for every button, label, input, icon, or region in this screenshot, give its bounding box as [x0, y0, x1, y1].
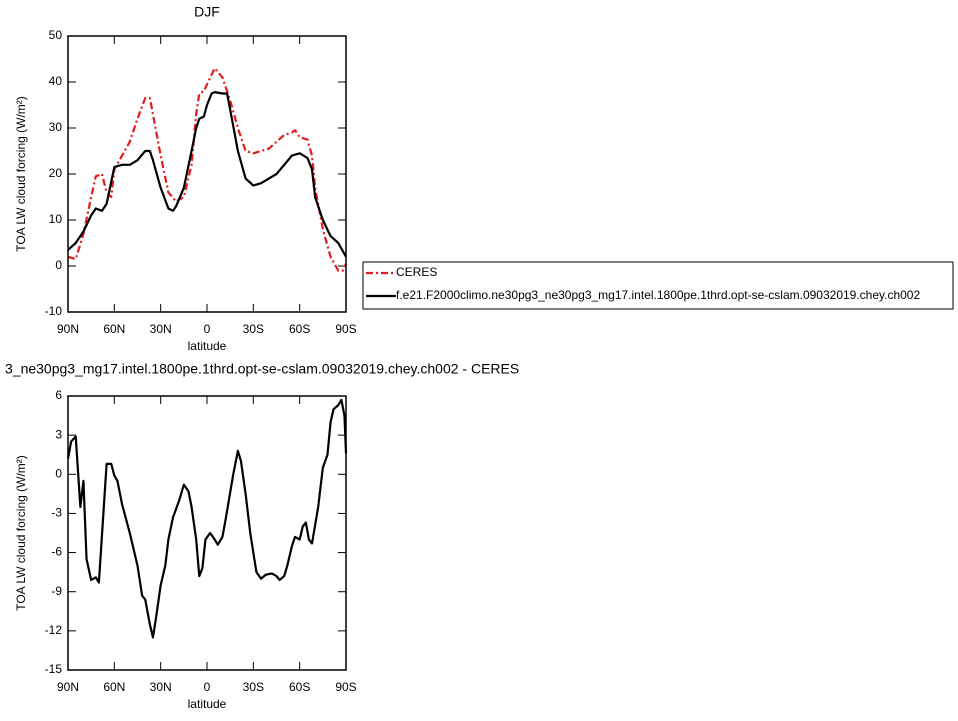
x-tick-label: 60N: [103, 680, 125, 694]
y-axis-label: TOA LW cloud forcing (W/m²): [14, 96, 28, 252]
x-tick-label: 30S: [243, 680, 264, 694]
x-tick-label: 60S: [289, 680, 310, 694]
chart-title: 3_ne30pg3_mg17.intel.1800pe.1thrd.opt-se…: [5, 361, 519, 377]
y-tick-label: 0: [55, 466, 62, 480]
y-axis-label: TOA LW cloud forcing (W/m²): [14, 455, 28, 611]
y-tick-label: 30: [49, 120, 63, 134]
y-tick-label: 3: [55, 427, 62, 441]
y-tick-label: -3: [51, 506, 62, 520]
plot-frame: [67, 395, 347, 671]
legend-label: f.e21.F2000climo.ne30pg3_ne30pg3_mg17.in…: [396, 288, 920, 302]
data-line: [67, 67, 348, 272]
x-tick-label: 0: [204, 680, 211, 694]
x-tick-label: 30N: [150, 322, 172, 336]
x-tick-label: 90S: [335, 680, 356, 694]
x-tick-label: 90N: [57, 680, 79, 694]
y-tick-label: 20: [49, 166, 63, 180]
y-tick-label: 10: [49, 212, 63, 226]
x-tick-label: 0: [204, 322, 211, 336]
x-tick-label: 90S: [335, 322, 356, 336]
y-tick-label: -9: [51, 584, 62, 598]
x-tick-label: 60N: [103, 322, 125, 336]
y-tick-label: -10: [45, 304, 63, 318]
y-tick-label: -15: [45, 662, 63, 676]
y-tick-label: 50: [49, 28, 63, 42]
y-tick-label: -6: [51, 545, 62, 559]
legend-box: [362, 261, 954, 310]
legend-label: CERES: [396, 265, 437, 279]
chart-title: DJF: [194, 4, 220, 20]
y-tick-label: 6: [55, 388, 62, 402]
plot-frame: [67, 35, 347, 313]
y-tick-label: -12: [45, 623, 63, 637]
x-tick-label: 60S: [289, 322, 310, 336]
y-tick-label: 40: [49, 74, 63, 88]
data-line: [67, 91, 347, 258]
x-tick-label: 30N: [150, 680, 172, 694]
x-axis-label: latitude: [188, 697, 227, 711]
x-tick-label: 90N: [57, 322, 79, 336]
x-tick-label: 30S: [243, 322, 264, 336]
data-line: [66, 398, 348, 639]
x-axis-label: latitude: [188, 339, 227, 353]
y-tick-label: 0: [55, 258, 62, 272]
